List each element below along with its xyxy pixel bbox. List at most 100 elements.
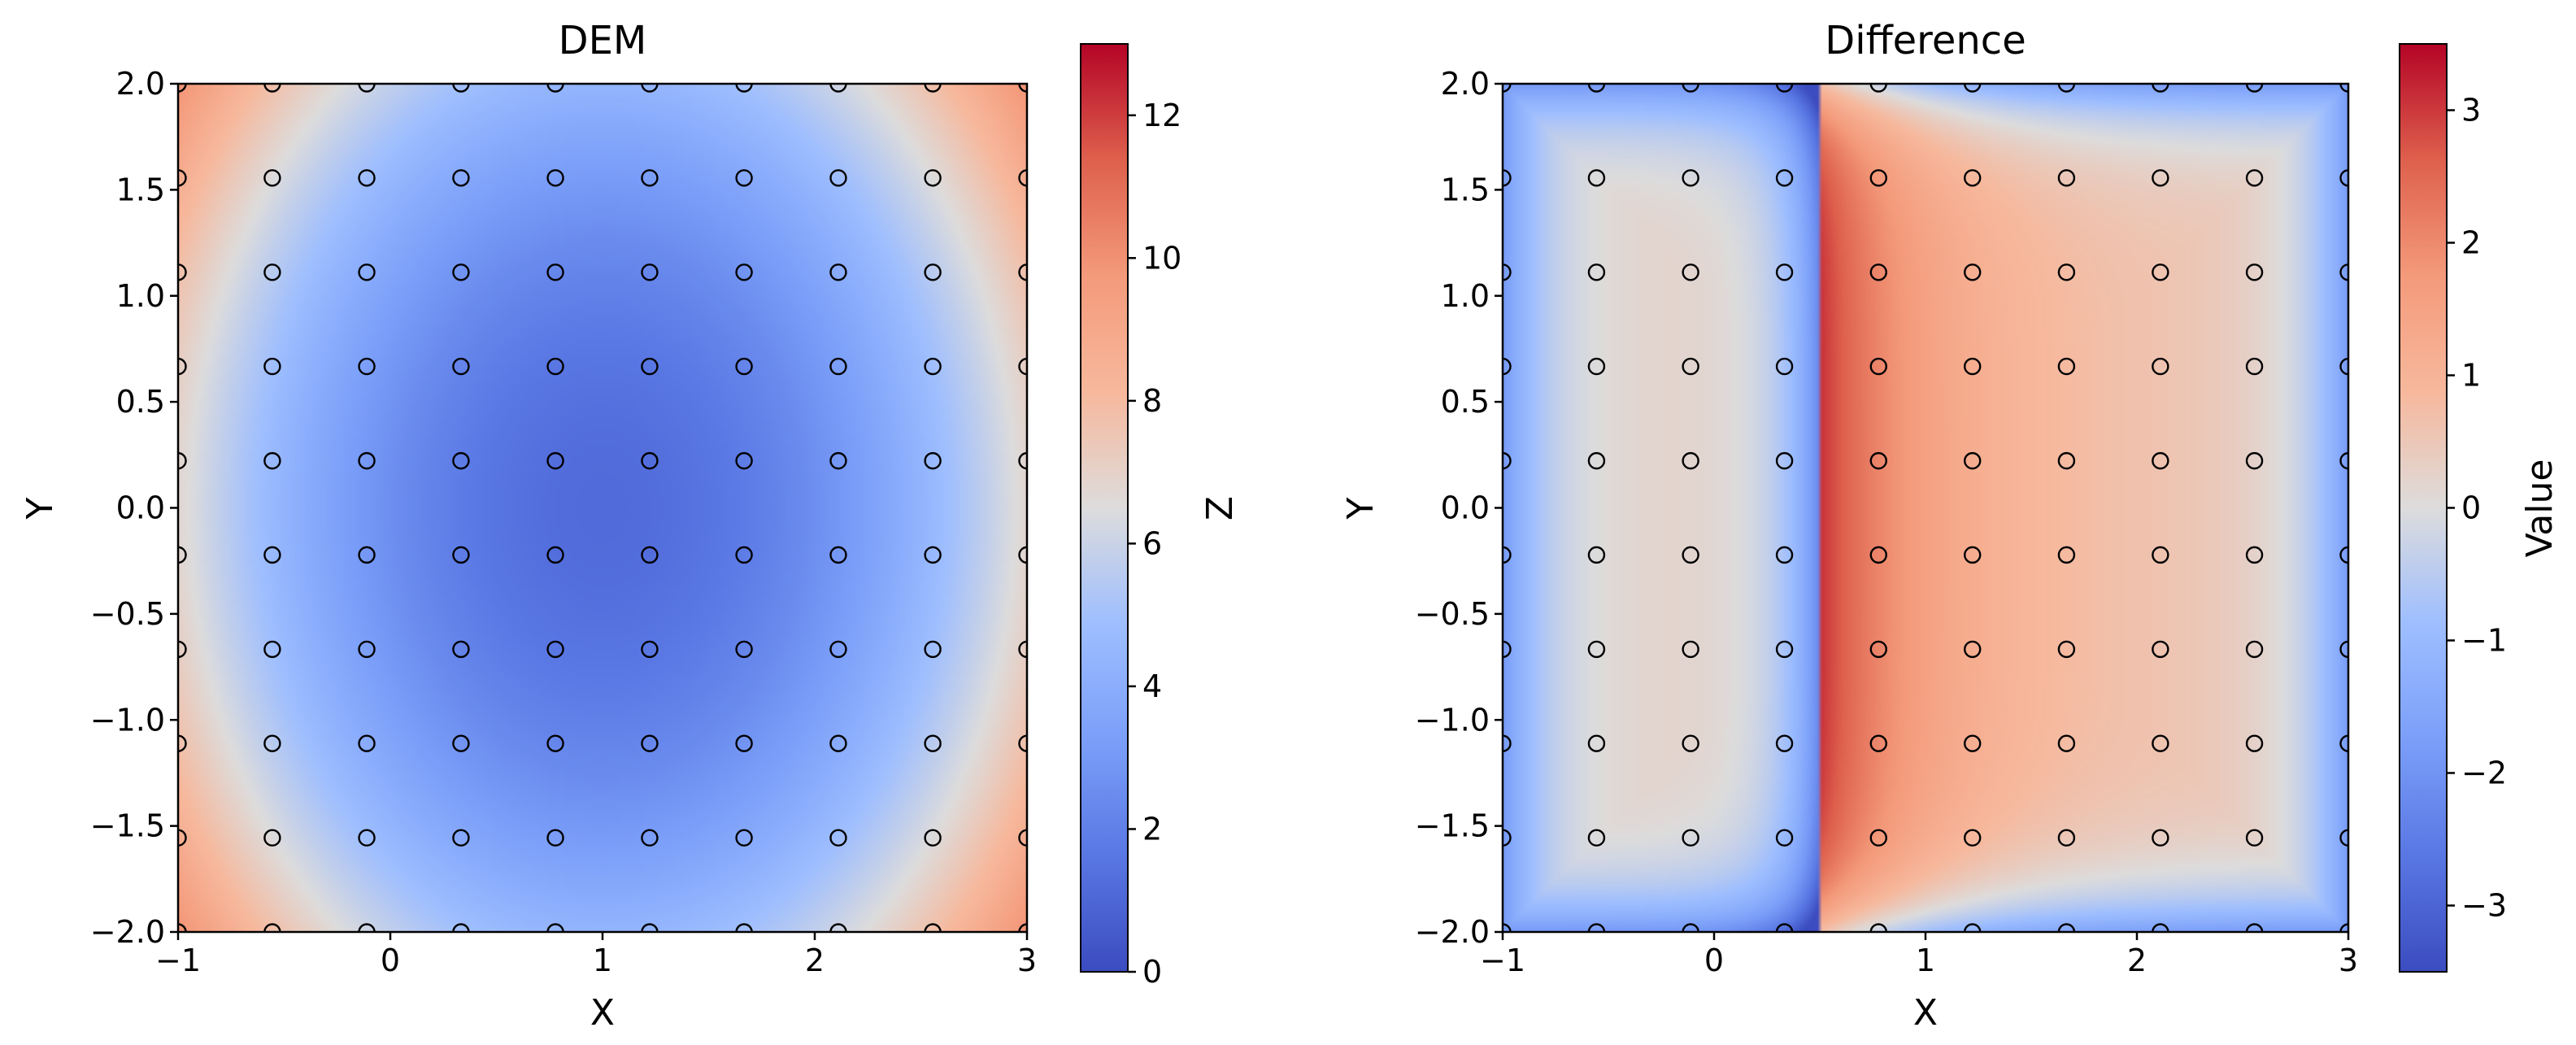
sample-point	[452, 357, 470, 376]
sample-point	[2245, 263, 2264, 281]
sample-point	[1775, 734, 1794, 752]
sample-point	[2152, 734, 2169, 752]
sample-point	[263, 263, 281, 281]
difference-x-ticks: −1 0 1 2 3	[1480, 932, 2358, 978]
y-tick-label: 0.5	[116, 384, 165, 420]
dem-title: DEM	[559, 18, 647, 63]
sample-point	[2339, 640, 2348, 659]
sample-point	[2057, 451, 2076, 470]
sample-point	[546, 546, 564, 564]
sample-point	[1503, 640, 1512, 659]
sample-point	[2339, 829, 2348, 847]
y-tick-label: 1.5	[116, 172, 165, 207]
sample-point	[1587, 734, 1606, 752]
sample-point	[735, 451, 753, 470]
sample-point	[735, 84, 753, 93]
sample-point	[263, 923, 281, 932]
dem-heatmap	[178, 84, 1027, 932]
y-tick-label: −1.5	[90, 808, 165, 844]
sample-point	[2245, 84, 2264, 93]
sample-point	[829, 640, 847, 659]
sample-point	[1587, 640, 1606, 659]
dem-x-axis-label: X	[590, 992, 615, 1034]
sample-point	[1018, 357, 1027, 376]
sample-point	[1503, 451, 1512, 470]
sample-point	[2245, 357, 2264, 376]
sample-point	[1587, 169, 1606, 187]
sample-point	[2057, 734, 2076, 752]
sample-point	[263, 829, 281, 847]
sample-point	[1682, 169, 1699, 187]
x-tick-label: 1	[1916, 943, 1935, 978]
sample-point	[2057, 357, 2076, 376]
dem-y-ticks: 2.0 1.5 1.0 0.5 0.0 −0.5 −1.0 −1.5 −2.0	[90, 66, 178, 950]
y-tick-label: −2.0	[1415, 914, 1490, 950]
sample-point	[1587, 451, 1606, 470]
sample-point	[2057, 546, 2076, 564]
sample-point	[358, 263, 376, 281]
sample-point	[829, 546, 847, 564]
x-tick-label: 0	[381, 943, 400, 978]
sample-point	[2057, 84, 2076, 93]
difference-panel: Difference −1 0 1 2 3 2.0 1.5 1.0 0.5 0.0 −0.5 −1.…	[1340, 18, 2561, 1034]
sample-point	[1869, 546, 1887, 564]
sample-point	[1964, 263, 1982, 281]
sample-point	[546, 734, 564, 752]
sample-point	[178, 357, 187, 376]
x-tick-label: 0	[1704, 943, 1724, 978]
sample-point	[924, 546, 942, 564]
sample-point	[1964, 451, 1982, 470]
sample-point	[546, 640, 564, 659]
x-tick-label: 1	[593, 943, 612, 978]
sample-point	[1587, 923, 1606, 932]
difference-title: Difference	[1825, 18, 2026, 63]
colorbar-tick-label: 0	[1142, 954, 1162, 990]
sample-point	[2152, 169, 2169, 187]
sample-point	[452, 640, 470, 659]
sample-point	[2245, 546, 2264, 564]
colorbar-tick-label: 10	[1142, 240, 1181, 276]
sample-point	[1503, 734, 1512, 752]
difference-heatmap	[1503, 84, 2348, 932]
sample-point	[2057, 923, 2076, 932]
sample-point	[924, 734, 942, 752]
sample-point	[1018, 263, 1027, 281]
y-tick-label: 2.0	[1441, 66, 1490, 102]
sample-point	[924, 829, 942, 847]
sample-point	[1964, 923, 1982, 932]
sample-point	[1682, 546, 1699, 564]
sample-point	[641, 357, 659, 376]
sample-point	[263, 546, 281, 564]
difference-colorbar-label: Value	[2519, 459, 2561, 558]
sample-point	[2152, 451, 2169, 470]
sample-point	[1869, 84, 1887, 93]
sample-point	[641, 923, 659, 932]
sample-point	[1682, 829, 1699, 847]
sample-point	[2057, 263, 2076, 281]
sample-point	[452, 734, 470, 752]
sample-point	[641, 84, 659, 93]
sample-point	[452, 546, 470, 564]
sample-point	[1869, 357, 1887, 376]
sample-point	[1682, 263, 1699, 281]
y-tick-label: 0.5	[1441, 384, 1490, 420]
colorbar-tick-label: 12	[1142, 98, 1181, 133]
y-tick-label: 1.5	[1441, 172, 1490, 207]
difference-y-ticks: 2.0 1.5 1.0 0.5 0.0 −0.5 −1.0 −1.5 −2.0	[1415, 66, 1503, 950]
x-tick-label: 3	[2339, 943, 2358, 978]
sample-point	[641, 734, 659, 752]
dem-sample-points	[178, 84, 1027, 932]
sample-point	[1682, 640, 1699, 659]
sample-point	[2245, 829, 2264, 847]
sample-point	[263, 169, 281, 187]
sample-point	[178, 263, 187, 281]
sample-point	[1964, 640, 1982, 659]
sample-point	[1503, 263, 1512, 281]
sample-point	[2057, 640, 2076, 659]
sample-point	[829, 829, 847, 847]
sample-point	[735, 546, 753, 564]
x-tick-label: −1	[1480, 943, 1525, 978]
sample-point	[829, 84, 847, 93]
sample-point	[178, 734, 187, 752]
sample-point	[641, 169, 659, 187]
